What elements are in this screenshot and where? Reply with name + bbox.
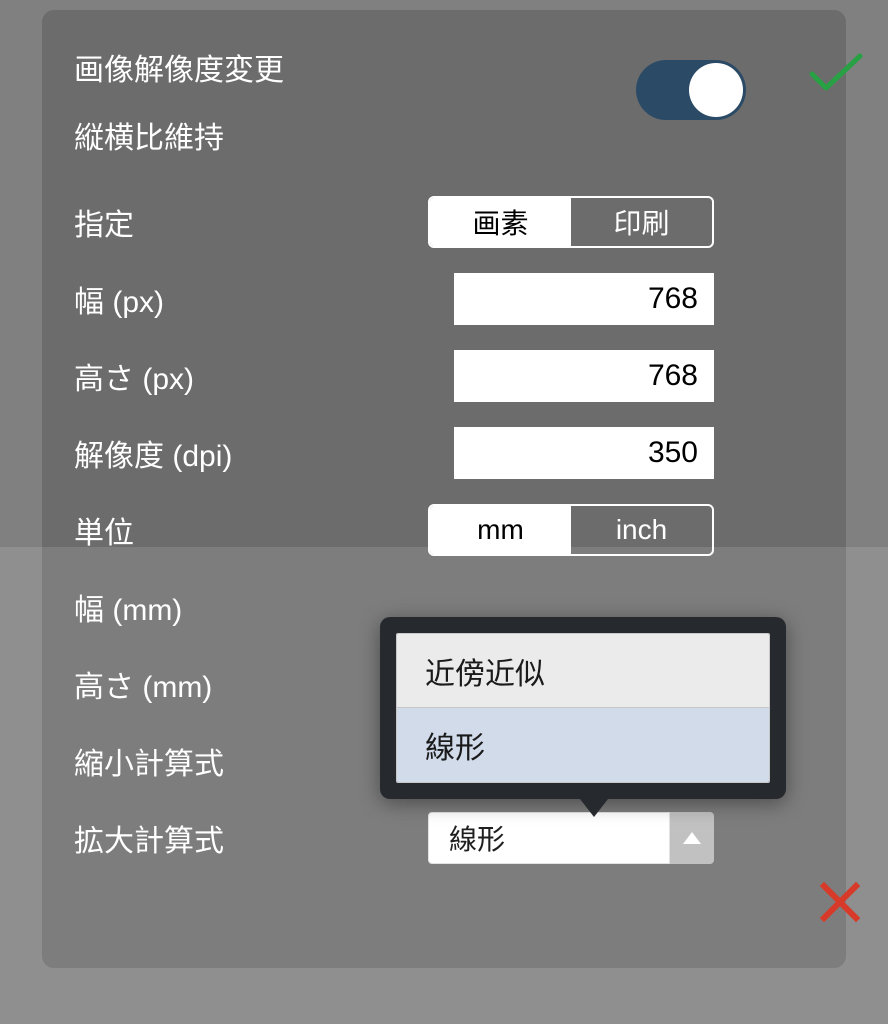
spec-row: 指定 画素 印刷 xyxy=(74,183,814,260)
checkmark-icon xyxy=(808,52,864,96)
unit-label: 単位 xyxy=(74,508,428,552)
confirm-button[interactable] xyxy=(808,52,864,101)
height-px-row: 高さ (px) xyxy=(74,337,814,414)
resolution-panel: 画像解像度変更 縦横比維持 指定 画素 印刷 幅 (px) 高さ (px) 解像… xyxy=(42,10,846,968)
height-px-label: 高さ (px) xyxy=(74,354,454,398)
spec-pixel-button[interactable]: 画素 xyxy=(430,198,571,246)
unit-mm-button[interactable]: mm xyxy=(430,506,571,554)
dropdown-list: 近傍近似 線形 xyxy=(396,633,770,783)
triangle-up-icon xyxy=(683,832,701,844)
dropdown-pointer-icon xyxy=(580,799,608,817)
resolution-label: 解像度 (dpi) xyxy=(74,431,454,475)
close-x-icon xyxy=(818,880,862,924)
aspect-toggle[interactable] xyxy=(636,60,746,120)
close-button[interactable] xyxy=(818,880,862,929)
height-px-input[interactable] xyxy=(454,350,714,402)
resolution-row: 解像度 (dpi) xyxy=(74,414,814,491)
unit-row: 単位 mm inch xyxy=(74,491,814,568)
unit-segment: mm inch xyxy=(428,504,714,556)
enlarge-select[interactable]: 線形 xyxy=(428,812,714,864)
panel-title: 画像解像度変更 xyxy=(74,45,284,89)
spec-label: 指定 xyxy=(74,200,428,244)
enlarge-select-arrow[interactable] xyxy=(670,812,714,864)
dropdown-body: 近傍近似 線形 xyxy=(380,617,786,799)
resolution-input[interactable] xyxy=(454,427,714,479)
width-px-input[interactable] xyxy=(454,273,714,325)
enlarge-label: 拡大計算式 xyxy=(74,816,428,860)
toggle-knob xyxy=(689,63,743,117)
spec-print-button[interactable]: 印刷 xyxy=(571,198,712,246)
dropdown-popup: 近傍近似 線形 xyxy=(380,617,786,817)
enlarge-select-value: 線形 xyxy=(428,812,670,864)
width-px-row: 幅 (px) xyxy=(74,260,814,337)
spec-segment: 画素 印刷 xyxy=(428,196,714,248)
unit-inch-button[interactable]: inch xyxy=(571,506,712,554)
dropdown-option-linear[interactable]: 線形 xyxy=(397,708,769,782)
dropdown-option-nearest[interactable]: 近傍近似 xyxy=(397,634,769,708)
width-px-label: 幅 (px) xyxy=(74,277,454,321)
